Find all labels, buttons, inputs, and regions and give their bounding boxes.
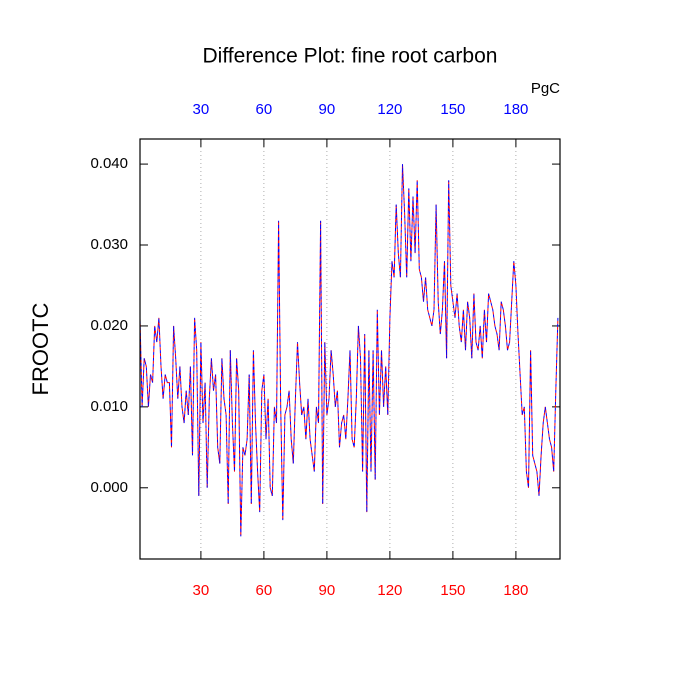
chart-title: Difference Plot: fine root carbon — [203, 45, 498, 68]
data-line — [139, 164, 559, 537]
x-tick-label: 30 — [193, 582, 210, 599]
y-tick-label: 0.020 — [90, 317, 128, 334]
data-line — [139, 164, 559, 537]
x-top-tick-label: 90 — [319, 101, 336, 118]
x-top-tick-label: 150 — [440, 101, 465, 118]
x-tick-label: 180 — [503, 582, 528, 599]
x-tick-label: 60 — [256, 582, 273, 599]
y-tick-label: 0.000 — [90, 479, 128, 496]
plot-frame — [139, 138, 561, 560]
y-axis-title: FROOTC — [28, 302, 53, 395]
units-label: PgC — [531, 80, 560, 97]
x-tick-label: 90 — [319, 582, 336, 599]
x-tick-label: 150 — [440, 582, 465, 599]
x-top-tick-label: 30 — [193, 101, 210, 118]
y-tick-label: 0.030 — [90, 236, 128, 253]
y-tick-label: 0.040 — [90, 155, 128, 172]
x-tick-label: 120 — [377, 582, 402, 599]
x-top-tick-label: 60 — [256, 101, 273, 118]
x-top-tick-label: 180 — [503, 101, 528, 118]
x-top-tick-label: 120 — [377, 101, 402, 118]
y-tick-label: 0.010 — [90, 398, 128, 415]
